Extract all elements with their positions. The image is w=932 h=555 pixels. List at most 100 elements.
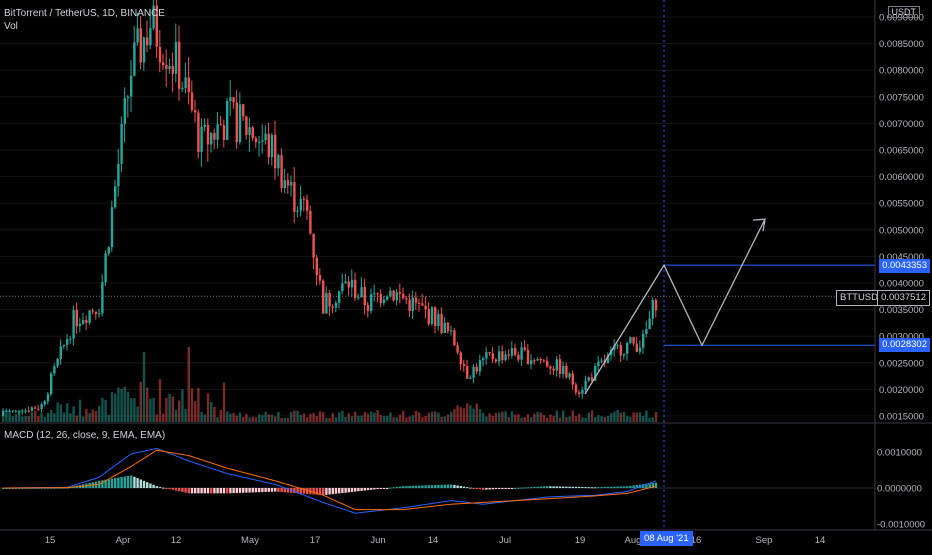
price-tick-label: 0.0070000 [879, 119, 924, 130]
macd-histogram-bar [350, 488, 354, 492]
horizontal-levels[interactable] [664, 264, 875, 346]
macd-histogram-bar [382, 488, 386, 489]
volume-bar [610, 413, 613, 422]
candle-body [338, 291, 341, 303]
volume-bar [181, 389, 184, 422]
volume-bar [392, 417, 395, 422]
volume-bar [338, 412, 341, 422]
macd-legend[interactable]: MACD (12, 26, close, 9, EMA, EMA) [4, 430, 166, 441]
volume-bar [296, 410, 299, 422]
candle-body [110, 207, 114, 248]
volume-bar [325, 417, 328, 422]
macd-histogram-bar [510, 488, 514, 489]
macd-histogram-bar [325, 488, 328, 495]
candle-body [174, 41, 178, 74]
volume-bar [488, 413, 491, 422]
macd-histogram-bar [629, 485, 632, 488]
volume-bar [18, 410, 21, 422]
volume-bar [136, 406, 139, 422]
macd-histogram-bar [440, 484, 443, 488]
volume-bar [123, 386, 126, 422]
macd-histogram-bar [488, 488, 491, 490]
currency-badge[interactable]: USDT [887, 6, 920, 18]
candle-body [149, 28, 152, 46]
macd-histogram-bar [651, 483, 654, 488]
macd-histogram-bar [142, 480, 146, 488]
volume-bar [520, 417, 523, 422]
macd-histogram-bar [421, 485, 424, 488]
macd-histogram-bar [494, 488, 498, 490]
volume-bar [293, 410, 296, 422]
volume-bar [558, 417, 562, 422]
volume-bar [110, 392, 114, 422]
volume-bar [581, 417, 584, 422]
volume-bar [501, 411, 504, 422]
candle-body [258, 141, 261, 143]
macd-histogram-bar [539, 486, 542, 488]
candle-body [373, 293, 376, 295]
candle-body [635, 343, 638, 352]
macd-histogram-bar [565, 486, 568, 488]
volume-bar [414, 410, 418, 422]
volume-bar [280, 417, 283, 422]
volume-bar [226, 411, 229, 422]
macd-histogram-bar [274, 488, 277, 492]
candle-body [126, 96, 130, 99]
volume-bar [171, 396, 174, 422]
time-tick-label: 14 [815, 535, 826, 546]
volume-bar [408, 416, 411, 422]
macd-histogram-bar [578, 486, 581, 488]
macd-histogram-bar [571, 486, 574, 488]
candle-body [85, 320, 88, 323]
candle-body [363, 287, 366, 306]
candle-body [366, 305, 370, 311]
candle-body [533, 360, 536, 362]
candle-body [526, 349, 530, 365]
volume-bar [187, 347, 190, 422]
candle-body [437, 313, 440, 327]
macd-histogram-bar [136, 478, 139, 488]
macd-histogram-bar [114, 478, 117, 488]
candle-body [155, 5, 158, 47]
macd-histogram-bar [264, 488, 267, 492]
macd-histogram-bar [178, 488, 181, 492]
candle-body [459, 352, 462, 365]
symbol-title[interactable]: BitTorrent / TetherUS, 1D, BINANCE [4, 8, 165, 19]
volume-bar [354, 411, 357, 422]
volume-label[interactable]: Vol [4, 21, 18, 32]
candle-body [261, 140, 264, 142]
volume-bar [472, 408, 475, 422]
candle-body [555, 359, 558, 371]
candle-body [619, 345, 622, 356]
macd-histogram-bar [427, 485, 430, 488]
volume-bar [613, 411, 616, 422]
macd-histogram-bar [203, 488, 206, 494]
projection-drawing[interactable] [584, 218, 766, 395]
volume-bar [126, 391, 130, 422]
candle-body [472, 366, 475, 378]
candle-body [498, 351, 501, 362]
macd-histogram-bar [530, 487, 533, 489]
volume-bar [568, 416, 571, 422]
candle-body [386, 296, 389, 300]
macd-histogram-bar [443, 484, 446, 488]
volume-bar [347, 413, 350, 422]
candle-body [24, 410, 27, 412]
candle-body [354, 279, 357, 299]
volume-bar [229, 413, 232, 422]
macd-histogram-bar [110, 478, 114, 488]
candle-body [549, 366, 552, 369]
macd-histogram-bar [338, 488, 341, 494]
candle-body [456, 345, 459, 353]
volume-bar [98, 405, 101, 422]
volume-bar [584, 417, 587, 422]
volume-bar [283, 417, 286, 422]
price-tick-label: 0.0035000 [879, 305, 924, 316]
volume-bar [299, 414, 302, 422]
volume-bar [443, 416, 446, 422]
macd-histogram-bar [386, 488, 389, 489]
candle-body [229, 97, 232, 102]
candle-body [398, 292, 402, 294]
